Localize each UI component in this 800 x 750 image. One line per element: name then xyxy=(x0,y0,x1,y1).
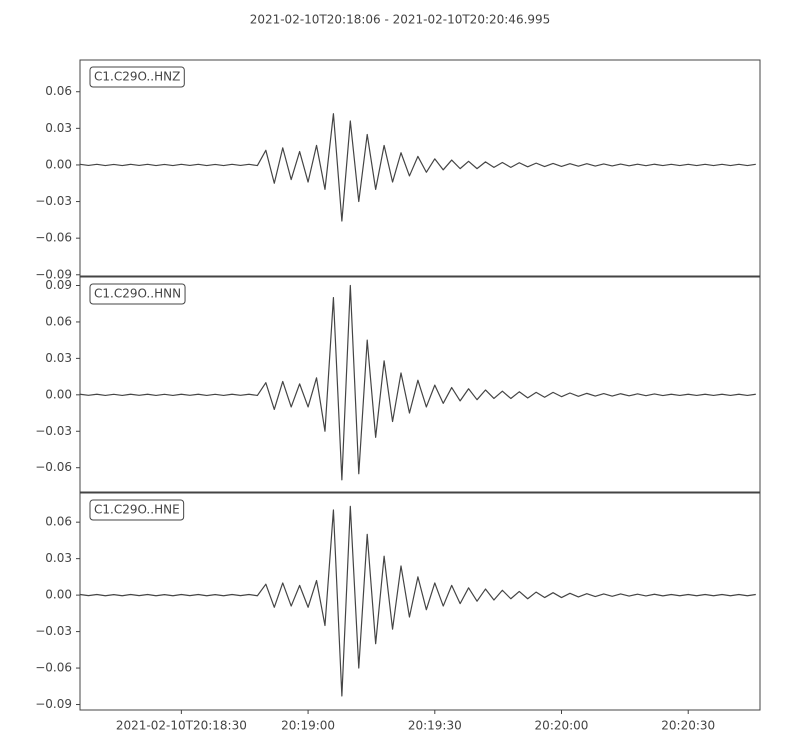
y-tick-label: 0.00 xyxy=(45,157,72,171)
y-tick-label: −0.03 xyxy=(35,194,72,208)
y-tick-label: 0.00 xyxy=(45,588,72,602)
x-tick-label: 2021-02-10T20:18:30 xyxy=(116,719,247,733)
y-tick-label: −0.03 xyxy=(35,424,72,438)
trace xyxy=(79,284,756,481)
y-tick-label: 0.06 xyxy=(45,515,72,529)
trace-label: C1.C29O..HNN xyxy=(94,287,181,301)
trace xyxy=(79,113,756,222)
panel-frame xyxy=(79,59,761,277)
trace-label: C1.C29O..HNZ xyxy=(94,70,180,84)
y-tick-label: −0.09 xyxy=(35,697,72,711)
y-tick-label: −0.06 xyxy=(35,661,72,675)
y-tick-label: −0.06 xyxy=(35,231,72,245)
x-tick-label: 20:19:30 xyxy=(408,719,462,733)
x-tick-label: 20:19:00 xyxy=(281,719,335,733)
x-tick-label: 20:20:00 xyxy=(535,719,589,733)
panel-frame xyxy=(79,492,761,711)
trace-label-box xyxy=(89,66,185,88)
y-tick-label: 0.00 xyxy=(45,387,72,401)
chart-title: 2021-02-10T20:18:06 - 2021-02-10T20:20:4… xyxy=(250,13,551,27)
y-tick-label: 0.03 xyxy=(45,121,72,135)
y-tick-label: −0.06 xyxy=(35,460,72,474)
y-tick-label: 0.09 xyxy=(45,278,72,292)
panel-frame xyxy=(79,276,761,493)
trace xyxy=(79,505,756,697)
trace-label-box xyxy=(89,499,185,521)
trace-label: C1.C29O..HNE xyxy=(94,503,180,517)
y-tick-label: −0.03 xyxy=(35,624,72,638)
y-tick-label: 0.03 xyxy=(45,551,72,565)
x-tick-label: 20:20:30 xyxy=(661,719,715,733)
y-tick-label: 0.06 xyxy=(45,84,72,98)
y-tick-label: 0.03 xyxy=(45,351,72,365)
trace-label-box xyxy=(89,283,186,305)
y-tick-label: 0.06 xyxy=(45,314,72,328)
y-tick-label: −0.09 xyxy=(35,267,72,281)
